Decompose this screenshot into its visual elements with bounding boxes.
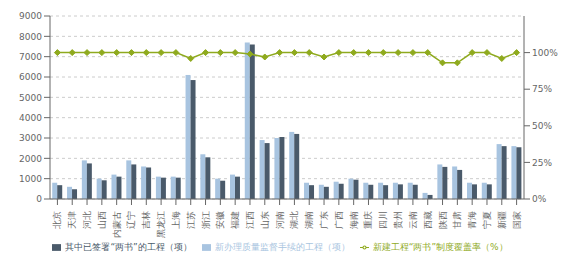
svg-text:福建: 福建 <box>230 211 240 229</box>
svg-text:8000: 8000 <box>19 32 42 42</box>
svg-text:新疆: 新疆 <box>497 211 507 229</box>
svg-text:25%: 25% <box>532 158 552 168</box>
html-text:其中已签署“两书”的工程（项）: 其中已签署“两书”的工程（项） <box>65 242 192 252</box>
svg-text:湖南: 湖南 <box>304 211 314 229</box>
svg-text:重庆: 重庆 <box>363 211 373 229</box>
svg-text:吉林: 吉林 <box>141 211 151 229</box>
svg-text:宁夏: 宁夏 <box>482 211 492 229</box>
svg-text:广西: 广西 <box>334 211 344 229</box>
svg-text:1000: 1000 <box>19 174 42 184</box>
svg-text:黑龙江: 黑龙江 <box>156 211 166 238</box>
html-text:新建工程“两书”制度覆盖率（%）: 新建工程“两书”制度覆盖率（%） <box>372 242 508 252</box>
svg-text:河南: 河南 <box>275 211 285 229</box>
svg-text:广东: 广东 <box>319 211 329 229</box>
svg-text:河北: 河北 <box>82 211 92 229</box>
svg-text:青海: 青海 <box>467 211 477 229</box>
svg-text:甘肃: 甘肃 <box>452 211 462 229</box>
svg-text:天津: 天津 <box>67 211 77 229</box>
svg-text:3000: 3000 <box>19 133 42 143</box>
svg-text:50%: 50% <box>532 121 552 131</box>
svg-text:0%: 0% <box>532 194 547 204</box>
svg-text:5000: 5000 <box>19 93 42 103</box>
svg-text:内蒙古: 内蒙古 <box>112 211 122 238</box>
svg-text:海南: 海南 <box>349 211 359 229</box>
svg-text:山西: 山西 <box>97 211 107 229</box>
svg-text:陕西: 陕西 <box>438 211 448 229</box>
svg-text:贵州: 贵州 <box>393 211 403 229</box>
svg-text:9000: 9000 <box>19 11 42 21</box>
svg-text:国家: 国家 <box>512 211 522 229</box>
svg-text:江苏: 江苏 <box>186 211 196 229</box>
svg-text:6000: 6000 <box>19 72 42 82</box>
svg-text:湖北: 湖北 <box>289 211 299 229</box>
svg-text:2000: 2000 <box>19 154 42 164</box>
svg-text:7000: 7000 <box>19 52 42 62</box>
svg-text:西藏: 西藏 <box>423 211 433 229</box>
svg-text:辽宁: 辽宁 <box>126 211 136 229</box>
svg-text:浙江: 浙江 <box>201 211 211 229</box>
svg-text:江西: 江西 <box>245 211 255 229</box>
svg-text:75%: 75% <box>532 84 552 94</box>
svg-text:上海: 上海 <box>171 211 181 229</box>
svg-text:0: 0 <box>36 194 42 204</box>
svg-text:四川: 四川 <box>378 211 388 229</box>
html-text:新办理质量监督手续的工程（项）: 新办理质量监督手续的工程（项） <box>214 242 350 252</box>
svg-text:山东: 山东 <box>260 211 270 229</box>
svg-text:4000: 4000 <box>19 113 42 123</box>
svg-text:100%: 100% <box>532 48 558 58</box>
svg-text:安徽: 安徽 <box>215 211 225 229</box>
svg-text:云南: 云南 <box>408 211 418 229</box>
svg-text:北京: 北京 <box>52 211 62 229</box>
